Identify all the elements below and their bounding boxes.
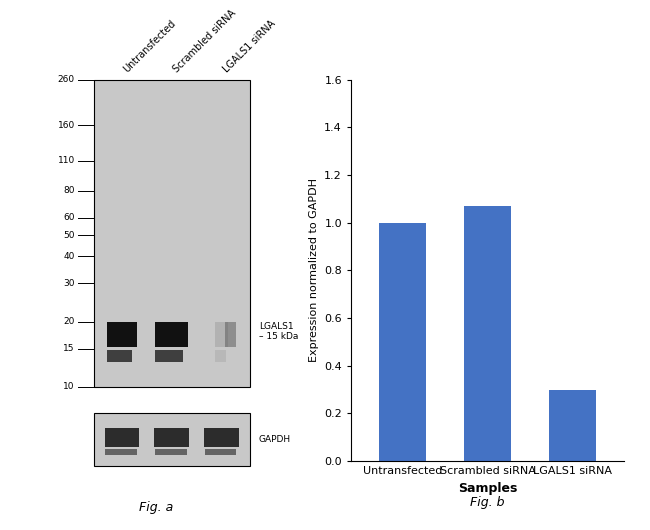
Text: 60: 60 bbox=[64, 214, 75, 223]
Bar bbox=[155, 428, 188, 447]
Bar bbox=[204, 428, 239, 447]
Text: 20: 20 bbox=[64, 317, 75, 326]
Bar bbox=[215, 322, 227, 347]
Bar bbox=[549, 390, 596, 461]
Bar bbox=[379, 223, 426, 461]
Bar bbox=[105, 449, 136, 455]
Bar bbox=[215, 350, 226, 362]
Bar bbox=[225, 322, 235, 347]
Bar bbox=[205, 449, 237, 455]
Bar bbox=[107, 322, 136, 347]
Bar bbox=[94, 413, 250, 466]
Text: GAPDH: GAPDH bbox=[259, 436, 291, 444]
Text: 10: 10 bbox=[64, 383, 75, 391]
Bar bbox=[464, 206, 511, 461]
Text: 260: 260 bbox=[58, 75, 75, 84]
Bar bbox=[94, 80, 250, 387]
Text: Fig. a: Fig. a bbox=[139, 501, 173, 514]
Text: 110: 110 bbox=[58, 156, 75, 165]
Text: 50: 50 bbox=[64, 231, 75, 240]
Bar bbox=[105, 428, 139, 447]
Text: Untransfected: Untransfected bbox=[122, 18, 178, 74]
Bar bbox=[155, 322, 188, 347]
Y-axis label: Expression normalized to GAPDH: Expression normalized to GAPDH bbox=[309, 178, 318, 363]
Text: 30: 30 bbox=[64, 279, 75, 288]
Text: LGALS1 siRNA: LGALS1 siRNA bbox=[222, 18, 278, 74]
Text: 15: 15 bbox=[64, 344, 75, 353]
Text: 80: 80 bbox=[64, 186, 75, 195]
Text: Scrambled siRNA: Scrambled siRNA bbox=[172, 8, 238, 74]
Text: LGALS1
– 15 kDa: LGALS1 – 15 kDa bbox=[259, 322, 298, 341]
Bar bbox=[155, 449, 187, 455]
Text: Fig. b: Fig. b bbox=[470, 496, 505, 509]
X-axis label: Samples: Samples bbox=[458, 482, 517, 494]
Bar bbox=[155, 350, 183, 362]
Text: 40: 40 bbox=[64, 252, 75, 261]
Bar bbox=[107, 350, 132, 362]
Text: 160: 160 bbox=[58, 121, 75, 130]
